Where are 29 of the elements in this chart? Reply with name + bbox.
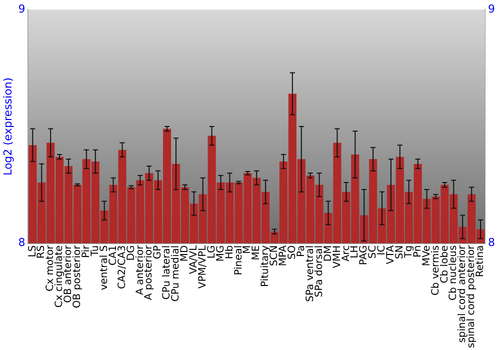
x-tick-label: VA/VL xyxy=(188,244,200,274)
x-tick-label: Pituitary xyxy=(260,245,272,288)
x-tick-label: VPM/VPL xyxy=(197,244,208,289)
x-tick-label: Pa xyxy=(296,245,307,258)
x-tick-label: Tu xyxy=(90,245,101,258)
x-tick-label: ventral S xyxy=(98,245,110,290)
x-tick-label: VMH xyxy=(332,245,343,268)
x-tick-label: Arc xyxy=(340,245,352,262)
x-tick-label: Cb lobe xyxy=(439,245,450,284)
x-tick-label: DG xyxy=(126,245,137,261)
y2-tick-label: 9 xyxy=(488,2,495,16)
x-tick-label: DM xyxy=(322,245,334,262)
x-tick-label: Hb xyxy=(224,245,236,260)
x-tick-label: Retina xyxy=(475,245,486,278)
x-tick-label: spinal cord posterior xyxy=(466,244,478,348)
x-tick-label: GP xyxy=(152,245,164,260)
x-tick-label: Tg xyxy=(403,245,414,259)
x-tick-label: MVe xyxy=(421,245,432,266)
x-tick-label: OB posterior xyxy=(72,244,84,308)
x-tick-label: SPa dorsal xyxy=(314,245,325,298)
x-tick-label: A posterior xyxy=(144,244,155,300)
y2-tick-label: 8 xyxy=(488,236,495,250)
x-tick-label: ME xyxy=(251,245,262,260)
x-tick-label: CA1 xyxy=(108,245,119,266)
x-tick-label: CA2/CA3 xyxy=(116,245,128,290)
x-tick-label: RS xyxy=(36,245,48,259)
y-axis-title: Log2 (expression) xyxy=(1,77,14,176)
x-tick-label: Pn xyxy=(412,245,424,258)
x-tick-label: LG xyxy=(206,245,218,259)
